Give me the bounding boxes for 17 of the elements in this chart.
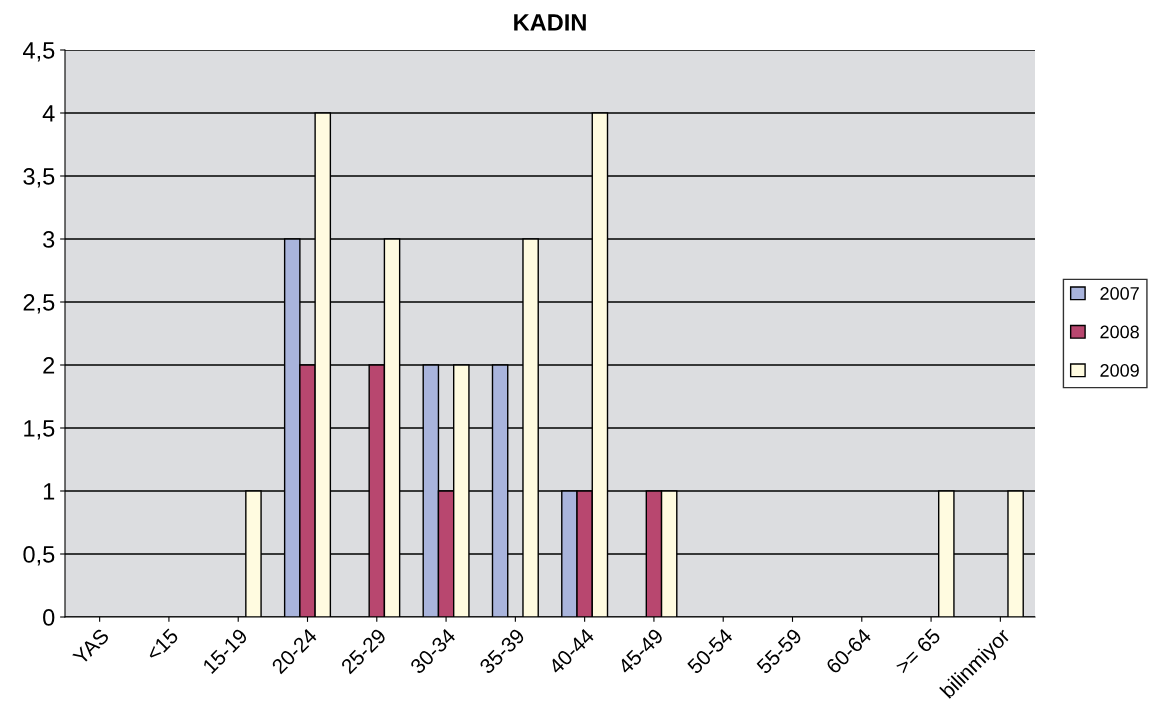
y-tick-label: 1,5 — [24, 420, 55, 440]
y-tick-label: 4 — [42, 105, 55, 122]
x-tick-label: >= 65 — [894, 627, 942, 675]
chart-title: KADIN — [514, 14, 586, 31]
y-tick-label: 3,5 — [23, 168, 55, 188]
x-tick-label: <15 — [145, 627, 180, 662]
legend-label: 2009 — [1100, 364, 1139, 377]
legend-label: 2008 — [1100, 325, 1139, 339]
y-tick-label: 2,5 — [23, 294, 55, 314]
y-tick-label: 0 — [43, 609, 55, 626]
x-tick-label: YAS — [71, 627, 110, 666]
y-tick-label: 0,5 — [23, 546, 55, 566]
y-tick-label: 4,5 — [23, 42, 55, 62]
y-tick-label: 3 — [43, 231, 55, 248]
y-tick-label: 1 — [43, 483, 55, 500]
legend-label: 2007 — [1100, 287, 1139, 300]
y-tick-label: 2 — [43, 357, 55, 374]
